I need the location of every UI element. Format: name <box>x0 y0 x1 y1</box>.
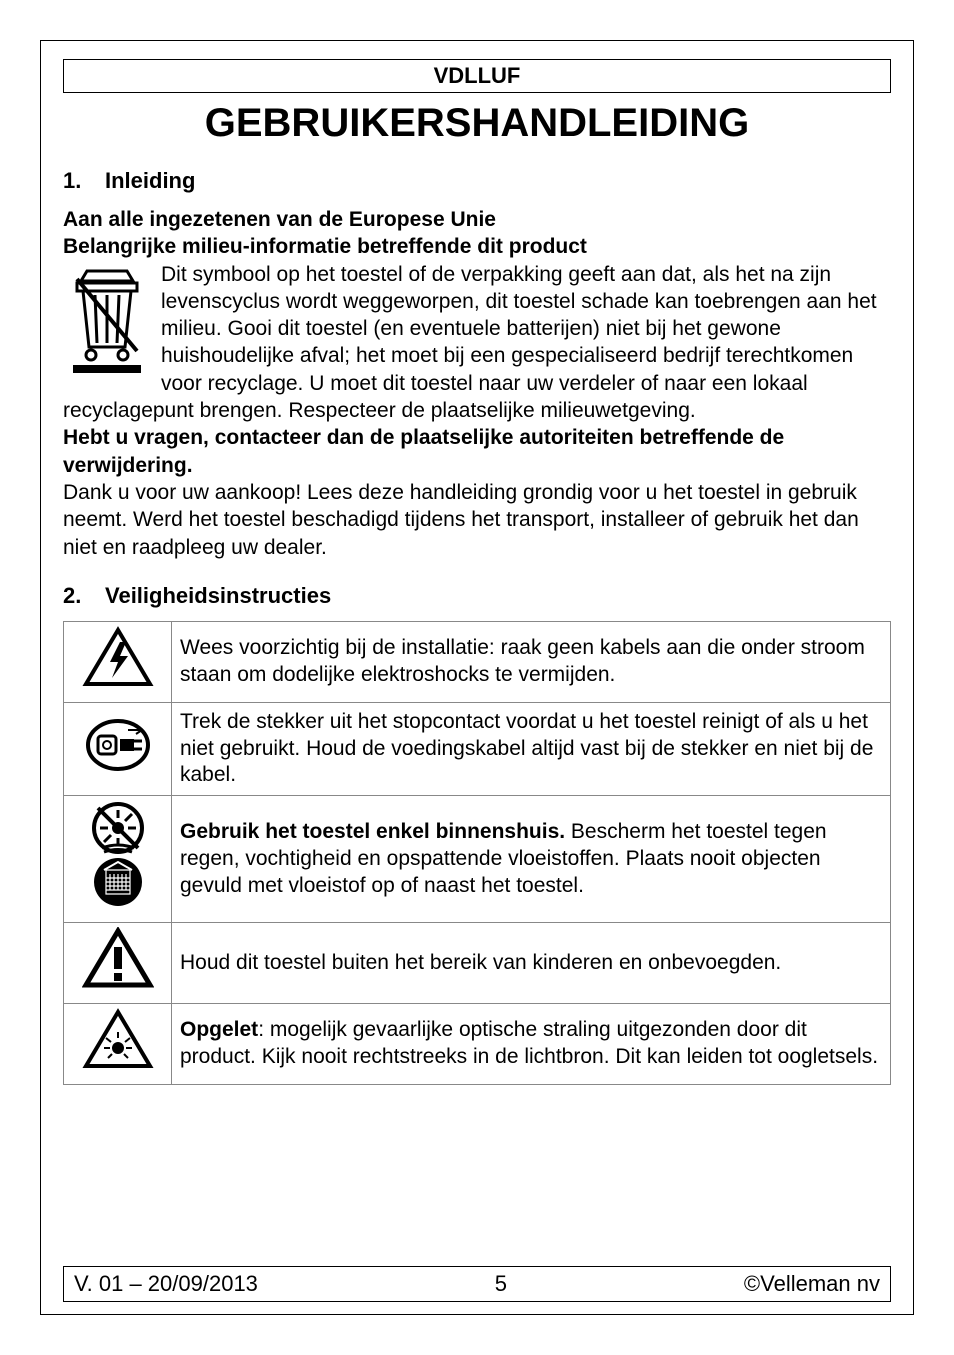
warning-icon <box>64 923 172 1004</box>
section2-title: Veiligheidsinstructies <box>105 583 331 608</box>
intro-block: Aan alle ingezetenen van de Europese Uni… <box>63 206 891 561</box>
safety-table: Wees voorzichtig bij de installatie: raa… <box>63 621 891 1085</box>
unplug-icon <box>64 702 172 796</box>
weee-text: Dit symbool op het toestel of de verpakk… <box>63 263 877 422</box>
table-row: Trek de stekker uit het stopcontact voor… <box>64 702 891 796</box>
weee-paragraph: Dit symbool op het toestel of de verpakk… <box>63 261 891 425</box>
row4-text: Houd dit toestel buiten het bereik van k… <box>172 923 891 1004</box>
section1-num: 1. <box>63 168 105 194</box>
thanks-paragraph: Dank u voor uw aankoop! Lees deze handle… <box>63 479 891 561</box>
electric-shock-icon <box>64 621 172 702</box>
header-product-code: VDLLUF <box>63 59 891 93</box>
row5-text: Opgelet: mogelijk gevaarlijke optische s… <box>172 1004 891 1085</box>
page-border: VDLLUF GEBRUIKERSHANDLEIDING 1.Inleiding… <box>40 40 914 1315</box>
section2-num: 2. <box>63 583 105 609</box>
section2-heading: 2.Veiligheidsinstructies <box>63 583 891 609</box>
footer: V. 01 – 20/09/2013 5 ©Velleman nv <box>63 1266 891 1302</box>
footer-page: 5 <box>495 1271 507 1297</box>
main-title: GEBRUIKERSHANDLEIDING <box>63 101 891 146</box>
eu-line2: Belangrijke milieu-informatie betreffend… <box>63 233 891 260</box>
row3-text: Gebruik het toestel enkel binnenshuis. B… <box>172 796 891 923</box>
footer-version: V. 01 – 20/09/2013 <box>74 1271 258 1297</box>
table-row: Wees voorzichtig bij de installatie: raa… <box>64 621 891 702</box>
section1-heading: 1.Inleiding <box>63 168 891 194</box>
weee-icon <box>63 265 151 382</box>
table-row: Opgelet: mogelijk gevaarlijke optische s… <box>64 1004 891 1085</box>
row1-text: Wees voorzichtig bij de installatie: raa… <box>172 621 891 702</box>
footer-copyright: ©Velleman nv <box>744 1271 880 1297</box>
optical-radiation-icon <box>64 1004 172 1085</box>
section1-title: Inleiding <box>105 168 195 193</box>
row3-bold: Gebruik het toestel enkel binnenshuis. <box>180 820 565 843</box>
row2-text: Trek de stekker uit het stopcontact voor… <box>172 702 891 796</box>
table-row: Gebruik het toestel enkel binnenshuis. B… <box>64 796 891 923</box>
row5-rest: : mogelijk gevaarlijke optische straling… <box>180 1018 878 1068</box>
table-row: Houd dit toestel buiten het bereik van k… <box>64 923 891 1004</box>
row5-bold: Opgelet <box>180 1018 258 1041</box>
indoor-only-icon <box>64 796 172 923</box>
eu-line1: Aan alle ingezetenen van de Europese Uni… <box>63 206 891 233</box>
questions-bold: Hebt u vragen, contacteer dan de plaatse… <box>63 424 891 479</box>
